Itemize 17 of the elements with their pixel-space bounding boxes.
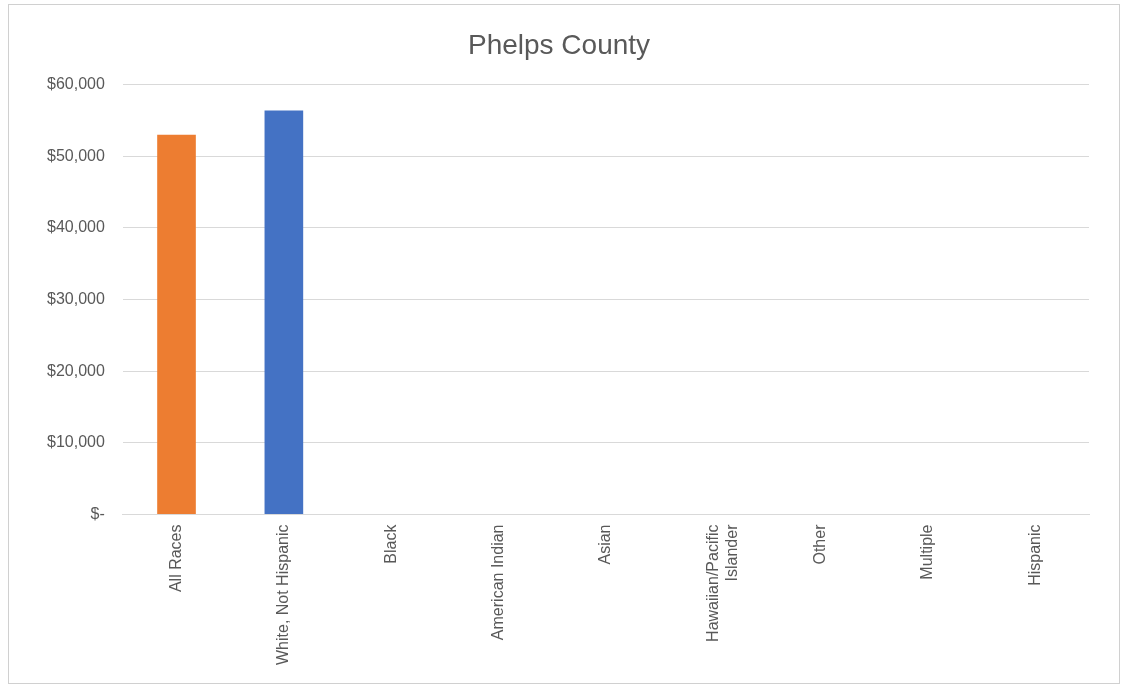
x-tick-label: Hawaiian/Pacific Islander bbox=[703, 523, 740, 642]
y-tick-label: $30,000 bbox=[46, 289, 105, 307]
y-tick-label: $- bbox=[90, 504, 105, 522]
x-tick-label: Multiple bbox=[918, 524, 936, 580]
y-tick-label: $10,000 bbox=[46, 433, 105, 451]
y-tick-label: $50,000 bbox=[46, 146, 105, 164]
y-tick-label: $40,000 bbox=[46, 218, 105, 236]
x-tick-label: Asian bbox=[596, 524, 614, 565]
x-tick-label: Other bbox=[811, 523, 829, 565]
x-tick-label: Black bbox=[381, 523, 399, 564]
x-tick-label: White, Not Hispanic bbox=[274, 524, 292, 666]
x-tick-label: All Races bbox=[166, 524, 184, 593]
x-tick-label: American Indian bbox=[488, 524, 506, 641]
y-tick-label: $60,000 bbox=[46, 75, 105, 93]
y-tick-label: $20,000 bbox=[46, 361, 105, 379]
x-tick-label: Hispanic bbox=[1025, 524, 1043, 586]
chart-title: Phelps County bbox=[467, 28, 651, 60]
